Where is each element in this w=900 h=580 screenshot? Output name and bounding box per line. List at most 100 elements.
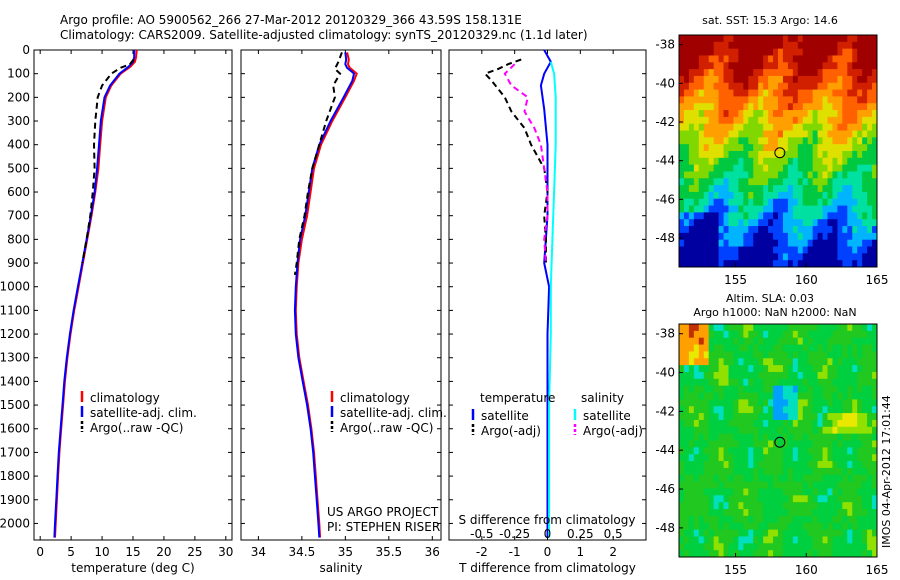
sst-map-cell bbox=[698, 41, 705, 50]
sla-map-cell bbox=[713, 426, 720, 435]
sst-map-cell bbox=[733, 96, 739, 104]
sla-map-cell bbox=[787, 330, 794, 339]
sst-map-cell bbox=[822, 41, 828, 50]
sst-map-cell bbox=[743, 116, 749, 125]
sst-map-cell bbox=[857, 130, 863, 138]
sla-map-cell bbox=[708, 371, 715, 380]
sla-map-cell bbox=[703, 509, 710, 517]
difference-panel: -2 -1 0 1 2T difference from climatology-0.5… bbox=[448, 49, 647, 575]
sst-map-cell bbox=[782, 253, 789, 261]
sla-map-cell bbox=[693, 392, 700, 400]
sst-map-cell bbox=[812, 212, 819, 220]
sla-map-cell bbox=[753, 419, 759, 428]
sst-map-cell bbox=[768, 41, 774, 50]
sst-map-cell bbox=[708, 219, 715, 227]
sla-map-cell bbox=[797, 495, 804, 503]
sla-map-cell bbox=[748, 358, 754, 366]
sst-map-cell bbox=[728, 151, 734, 159]
sla-map-cell bbox=[683, 536, 690, 544]
sla-map-cell bbox=[822, 536, 828, 544]
sst-map-cell bbox=[688, 137, 695, 145]
sla-map-cell bbox=[738, 358, 744, 366]
sla-map-cell bbox=[748, 474, 754, 483]
sst-map-cell bbox=[857, 62, 863, 70]
sst-map-cell bbox=[763, 198, 769, 207]
sla-map-cell bbox=[817, 337, 824, 346]
sla-map-cell bbox=[733, 529, 739, 537]
sst-map-cell bbox=[852, 205, 858, 213]
sst-map-cell bbox=[787, 232, 794, 241]
sla-map-cell bbox=[768, 365, 774, 373]
sst-map-cell bbox=[812, 151, 819, 159]
sla-map-cell bbox=[827, 406, 833, 414]
sla-map-cell bbox=[688, 419, 695, 428]
sla-map-cell bbox=[812, 324, 819, 332]
sst-map-cell bbox=[847, 55, 853, 63]
temperature-ytick-label: 1700 bbox=[0, 445, 30, 459]
sst-map-cell bbox=[837, 253, 843, 261]
sla-map-cell bbox=[723, 330, 729, 339]
temperature-ytick-label: 1600 bbox=[0, 422, 30, 436]
sst-map-cell bbox=[867, 232, 873, 241]
sst-map-cell bbox=[842, 144, 848, 152]
sla-map-cell bbox=[787, 447, 794, 455]
sla-map-cell bbox=[683, 550, 690, 558]
sla-map-cell bbox=[758, 467, 764, 476]
sst-map-cell bbox=[832, 260, 838, 268]
sst-map-cell bbox=[748, 69, 754, 77]
sst-map-cell bbox=[763, 144, 769, 152]
sla-map-cell bbox=[847, 344, 853, 352]
sla-map-cell bbox=[703, 502, 710, 510]
sla-map-cell bbox=[763, 426, 769, 435]
sst-map-cell bbox=[807, 137, 814, 145]
sst-map-cell bbox=[758, 212, 764, 220]
sst-map-cell bbox=[738, 48, 744, 56]
sla-map-cell bbox=[778, 447, 784, 455]
sst-map-cell bbox=[743, 89, 749, 97]
sst-map-cell bbox=[778, 212, 784, 220]
sst-map-cell bbox=[718, 123, 725, 132]
sst-map-cell bbox=[782, 171, 789, 179]
sst-map-cell bbox=[802, 55, 809, 63]
sla-map-cell bbox=[872, 419, 878, 428]
sla-map-cell bbox=[763, 515, 769, 524]
sst-map-cell bbox=[753, 144, 759, 152]
sst-map-cell bbox=[832, 110, 838, 118]
sla-map-cell bbox=[827, 371, 833, 380]
sst-map-cell bbox=[728, 171, 734, 179]
sla-map-cell bbox=[847, 371, 853, 380]
sla-map-cell bbox=[837, 351, 843, 359]
sst-map-cell bbox=[872, 69, 878, 77]
sst-map-cell bbox=[713, 185, 720, 193]
sst-map-cell bbox=[698, 35, 705, 43]
sla-map-cell bbox=[857, 461, 863, 469]
sst-map-cell bbox=[872, 157, 878, 166]
sla-map-cell bbox=[862, 467, 868, 476]
sla-map-cell bbox=[679, 515, 685, 524]
sla-map-cell bbox=[728, 502, 734, 510]
sst-map-cell bbox=[827, 219, 833, 227]
sla-map-cell bbox=[797, 440, 804, 448]
sla-map-cell bbox=[763, 467, 769, 476]
sla-map-cell bbox=[857, 529, 863, 537]
sst-map-cell bbox=[778, 48, 784, 56]
sst-map-cell bbox=[817, 55, 824, 63]
sla-map-cell bbox=[738, 543, 744, 551]
sla-map-cell bbox=[763, 337, 769, 346]
sla-map-cell bbox=[787, 522, 794, 531]
sla-map-cell bbox=[738, 461, 744, 469]
temperature-ytick-label: 900 bbox=[7, 256, 30, 270]
sla-map-cell bbox=[743, 515, 749, 524]
sla-map-cell bbox=[832, 392, 838, 400]
sla-map-cell bbox=[832, 419, 838, 428]
sla-map-cell bbox=[837, 522, 843, 531]
sst-map-cell bbox=[852, 185, 858, 193]
sst-map-cell bbox=[713, 260, 720, 268]
sst-map-cell bbox=[708, 198, 715, 207]
sla-map-xtick-label: 155 bbox=[724, 563, 747, 577]
sst-map-xtick-label: 160 bbox=[795, 273, 818, 287]
sst-map-cell bbox=[753, 219, 759, 227]
sst-map-cell bbox=[857, 212, 863, 220]
sla-map-cell bbox=[718, 433, 725, 441]
sla-map-cell bbox=[713, 371, 720, 380]
